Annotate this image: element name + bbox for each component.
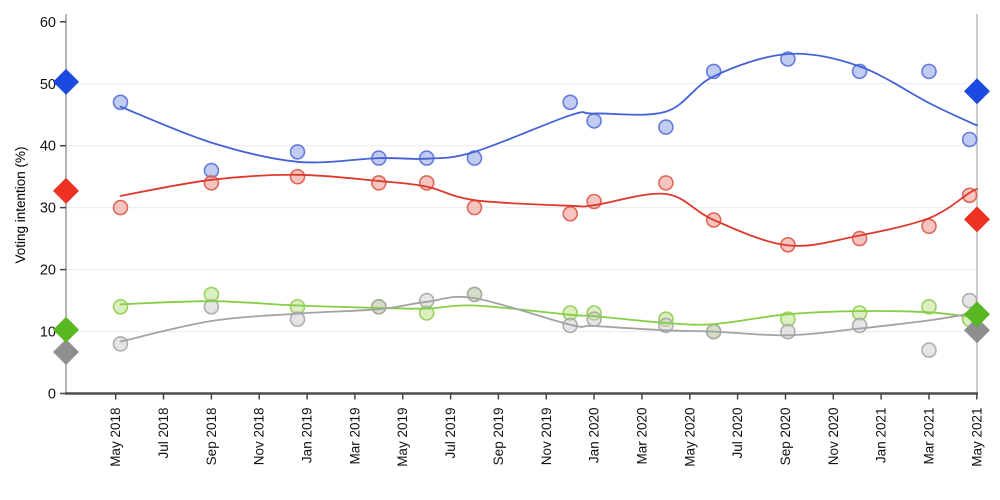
poll-dot-grey — [203, 298, 220, 315]
poll-dot-grey — [961, 292, 978, 309]
poll-dot-red — [466, 199, 483, 216]
x-tick-label: Mar 2021 — [922, 408, 937, 465]
poll-dot-blue — [289, 144, 306, 160]
election-diamond-end-green — [964, 301, 990, 328]
y-tick-label: 0 — [48, 387, 56, 403]
trend-line-grey — [119, 295, 978, 343]
poll-dot-red — [203, 175, 220, 191]
poll-dot-blue — [780, 51, 796, 67]
trend-line-green — [119, 300, 978, 326]
y-tick-label: 20 — [40, 263, 56, 279]
election-diamond-end-red — [964, 206, 990, 233]
poll-dot-blue — [562, 94, 579, 111]
x-tick-label: May 2020 — [682, 408, 697, 467]
x-tick-label: Mar 2019 — [347, 408, 362, 465]
poll-dot-red — [961, 187, 978, 204]
x-tick-label: Jan 2020 — [587, 408, 602, 464]
y-tick-label: 40 — [40, 139, 56, 155]
x-tick-label: Nov 2019 — [539, 408, 554, 466]
election-diamond-start-grey — [53, 339, 79, 365]
x-tick-label: Jul 2019 — [443, 408, 458, 459]
x-tick-label: Nov 2020 — [826, 408, 841, 466]
trend-lines-layer — [119, 52, 978, 343]
poll-dot-blue — [658, 119, 674, 135]
poll-dot-red — [112, 199, 129, 216]
election-diamond-start-blue — [53, 68, 79, 95]
x-tick-label: Sep 2018 — [204, 408, 219, 466]
x-tick-label: May 2018 — [108, 408, 123, 467]
y-tick-label: 10 — [40, 325, 56, 341]
axis-layer: 0 10 20 30 40 50 60 May 2018 Jul 2018 Sep 2018 Nov… — [40, 14, 984, 467]
election-diamond-start-red — [53, 177, 79, 204]
poll-dot-green — [921, 298, 937, 315]
trend-line-red — [119, 173, 978, 247]
x-tick-label: Nov 2018 — [252, 408, 267, 466]
poll-dot-blue — [921, 63, 937, 80]
label-layer: Voting intention (%) — [13, 146, 28, 263]
poll-dot-grey — [112, 336, 129, 352]
y-tick-label: 30 — [40, 201, 56, 217]
election-diamond-end-grey — [964, 317, 990, 344]
trend-line-blue — [119, 52, 978, 164]
poll-dot-grey — [586, 311, 602, 328]
x-tick-label: Jul 2018 — [156, 408, 171, 459]
poll-dot-blue — [961, 131, 978, 148]
x-tick-label: May 2021 — [969, 408, 984, 467]
x-tick-label: May 2019 — [395, 408, 410, 467]
y-tick-label: 60 — [40, 15, 56, 31]
x-tick-label: Sep 2019 — [491, 408, 506, 466]
poll-dot-blue — [586, 113, 602, 129]
poll-dot-grey — [370, 298, 387, 315]
x-tick-label: Jan 2021 — [874, 408, 889, 464]
poll-dot-red — [562, 206, 579, 222]
poll-dot-red — [370, 175, 387, 191]
x-tick-label: Sep 2020 — [778, 408, 793, 466]
poll-dot-red — [658, 175, 674, 191]
election-diamond-start-green — [53, 316, 79, 343]
poll-dot-red — [289, 168, 306, 185]
poll-dot-red — [921, 218, 937, 234]
poll-dot-green — [112, 298, 129, 315]
poll-dot-grey — [289, 311, 306, 328]
election-diamond-end-blue — [964, 78, 990, 105]
election-results-layer — [53, 68, 990, 365]
x-tick-label: Mar 2020 — [634, 408, 649, 465]
x-tick-label: Jul 2020 — [730, 408, 745, 459]
poll-dot-blue — [112, 94, 129, 111]
poll-dot-grey — [780, 323, 796, 340]
grid-layer — [66, 83, 977, 333]
poll-dot-grey — [851, 317, 868, 334]
poll-dot-grey — [921, 342, 937, 358]
x-tick-label: Jan 2019 — [300, 408, 315, 464]
y-tick-label: 50 — [40, 77, 56, 93]
y-axis-title: Voting intention (%) — [13, 146, 28, 263]
